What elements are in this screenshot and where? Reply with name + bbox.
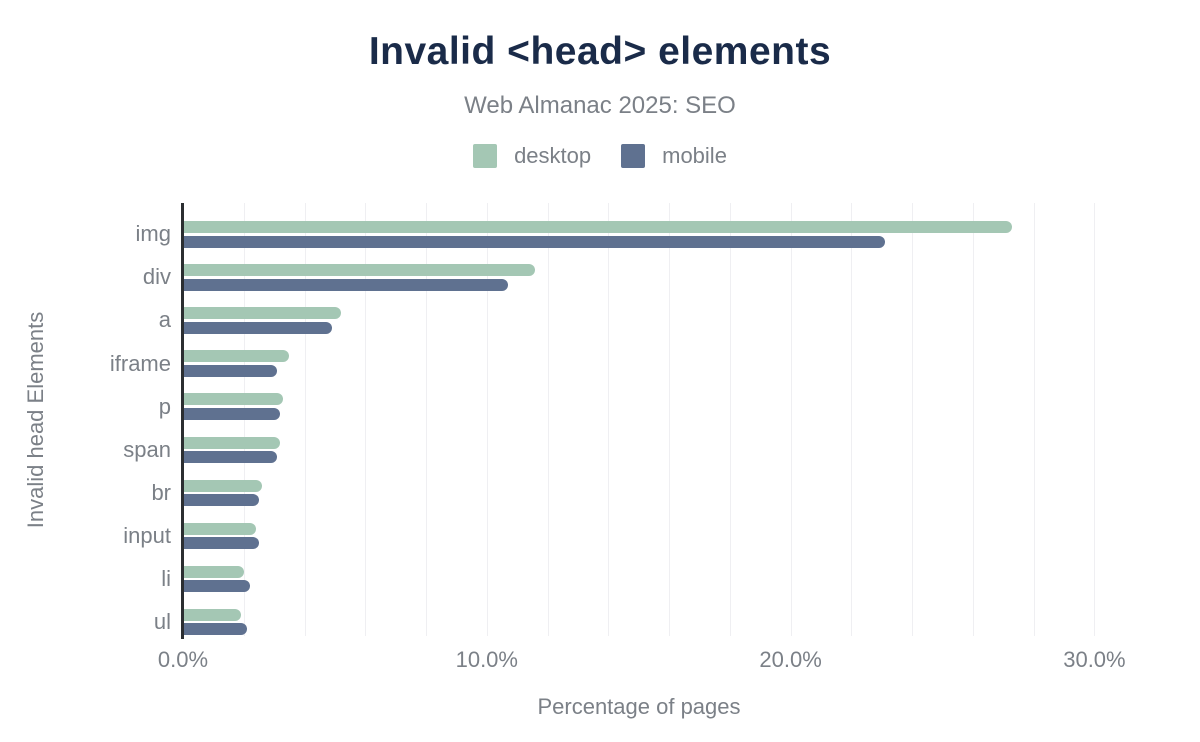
bar-div-desktop (183, 264, 536, 277)
gridline (729, 203, 731, 636)
category-label-p: p (158, 393, 171, 419)
bar-li-desktop (183, 565, 244, 578)
bar-br-mobile (183, 494, 259, 507)
category-label-li: li (161, 566, 171, 592)
gridline (426, 203, 428, 636)
mobile-swatch-icon (621, 144, 646, 168)
bar-span-desktop (183, 436, 281, 449)
gridline (669, 203, 671, 636)
gridline (486, 203, 488, 636)
category-label-span: span (123, 436, 171, 462)
bar-p-desktop (183, 393, 284, 406)
x-tick-label-10.0%: 10.0% (455, 647, 518, 672)
bar-img-mobile (183, 235, 885, 248)
legend-item-desktop: desktop (473, 143, 591, 169)
gridline (304, 203, 306, 636)
plot-area (183, 203, 1140, 636)
legend: desktop mobile (0, 143, 1200, 169)
y-axis-line (181, 203, 184, 639)
legend-item-mobile: mobile (621, 143, 727, 169)
chart-title: Invalid <head> elements (368, 30, 832, 73)
bar-input-desktop (183, 522, 256, 535)
bar-ul-desktop (183, 608, 241, 621)
category-label-input: input (123, 522, 171, 548)
gridline (1094, 203, 1096, 636)
category-label-iframe: iframe (109, 350, 171, 376)
category-label-ul: ul (153, 609, 171, 635)
gridline (972, 203, 974, 636)
bar-ul-mobile (183, 623, 247, 636)
bar-li-mobile (183, 580, 250, 593)
category-label-div: div (142, 264, 171, 290)
gridline (1033, 203, 1035, 636)
bar-div-mobile (183, 278, 509, 291)
gridline (851, 203, 853, 636)
gridline (912, 203, 914, 636)
x-tick-label-0.0%: 0.0% (157, 647, 209, 672)
bar-p-mobile (183, 407, 281, 420)
bar-span-mobile (183, 451, 278, 463)
category-label-a: a (158, 307, 171, 333)
x-axis-title: Percentage of pages (537, 694, 741, 719)
bar-a-desktop (183, 307, 341, 320)
category-label-br: br (151, 479, 171, 505)
bar-iframe-mobile (183, 364, 278, 377)
x-tick-label-30.0%: 30.0% (1063, 647, 1126, 672)
legend-label-desktop: desktop (514, 143, 592, 168)
gridline (547, 203, 549, 636)
chart-subtitle: Web Almanac 2025: SEO (464, 92, 736, 119)
gridline (608, 203, 610, 636)
bar-iframe-desktop (183, 350, 290, 363)
bar-input-mobile (183, 537, 259, 550)
gridline (790, 203, 792, 636)
bar-img-desktop (183, 221, 1013, 233)
gridline (365, 203, 367, 636)
bar-br-desktop (183, 479, 262, 492)
x-tick-label-20.0%: 20.0% (759, 647, 822, 672)
desktop-swatch-icon (473, 144, 498, 168)
legend-label-mobile: mobile (662, 143, 727, 168)
bar-a-mobile (183, 321, 332, 334)
y-axis-title: Invalid head Elements (23, 311, 48, 529)
category-label-img: img (135, 221, 171, 247)
